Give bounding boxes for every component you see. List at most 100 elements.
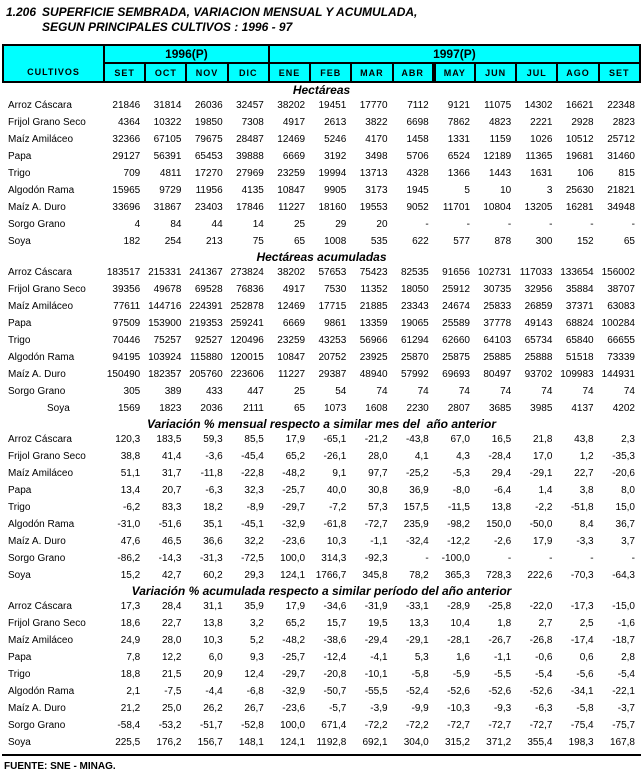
value-cell: 18,8 xyxy=(120,669,141,680)
value-cell: -32,9 xyxy=(282,519,306,530)
value-cell: 80497 xyxy=(483,369,512,380)
month-header-cell: SET xyxy=(102,62,147,83)
value-cell: 1026 xyxy=(530,134,553,145)
table-row: Sorgo Grano -86,2 -14,3 -31,3 -72,5 100,0 314,… xyxy=(3,550,640,567)
value-cell: -32,9 xyxy=(282,686,306,697)
value-cell: 100284 xyxy=(601,318,635,329)
crop-label: Arroz Cáscara xyxy=(8,434,72,445)
value-cell: 69693 xyxy=(442,369,470,380)
value-cell: -10,3 xyxy=(447,703,470,714)
value-cell: 60,2 xyxy=(203,570,223,581)
value-cell: 18,6 xyxy=(120,618,141,629)
value-cell: 23259 xyxy=(277,335,306,346)
value-cell: -22,1 xyxy=(612,686,635,697)
crop-label: Maíz A. Duro xyxy=(8,202,66,213)
value-cell: 28,4 xyxy=(161,601,182,612)
value-cell: 49143 xyxy=(524,318,553,329)
crop-label: Soya xyxy=(47,403,70,414)
value-cell: -5,4 xyxy=(617,669,635,680)
table-row: Papa 97509 153900 219353 259241 6669 9861 13359… xyxy=(3,315,640,332)
table-row: Maíz A. Duro 21,2 25,0 26,2 26,7 -23,6 -5,7 -3,… xyxy=(3,700,640,717)
section-heading-row: Variación % mensual respecto a similar m… xyxy=(3,417,640,431)
value-cell: 28,0 xyxy=(161,635,182,646)
crop-label: Trigo xyxy=(8,669,31,680)
crop-label: Maíz A. Duro xyxy=(8,703,66,714)
value-cell: -5,7 xyxy=(329,703,347,714)
value-cell: 73339 xyxy=(607,352,635,363)
value-cell: -92,3 xyxy=(364,553,388,564)
value-cell: -72,7 xyxy=(488,720,512,731)
value-cell: 15,2 xyxy=(120,570,141,581)
value-cell: 74 xyxy=(541,386,553,397)
value-cell: 25589 xyxy=(442,318,470,329)
value-cell: - xyxy=(425,219,429,230)
value-cell: 57,3 xyxy=(368,502,388,513)
value-cell: 20,9 xyxy=(203,669,223,680)
value-cell: 3,2 xyxy=(249,618,264,629)
value-cell: 12469 xyxy=(277,134,306,145)
value-cell: 0,6 xyxy=(579,652,594,663)
month-header-cell: AGO xyxy=(556,62,600,83)
table-row: Maíz Amiláceo 51,1 31,7 -11,8 -22,8 -48,2 9,1 9… xyxy=(3,465,640,482)
value-cell: 2,3 xyxy=(621,434,635,445)
value-cell: 2036 xyxy=(200,403,223,414)
value-cell: 692,1 xyxy=(362,737,388,748)
value-cell: 9861 xyxy=(324,318,347,329)
value-cell: 1159 xyxy=(489,134,512,145)
value-cell: 36,7 xyxy=(615,519,635,530)
value-cell: -52,8 xyxy=(241,720,264,731)
value-cell: 74 xyxy=(623,386,635,397)
value-cell: 11227 xyxy=(278,202,306,213)
value-cell: 25833 xyxy=(483,301,512,312)
month-header-cell: DIC xyxy=(226,62,270,83)
value-cell: 78,2 xyxy=(409,570,429,581)
section-heading: Variación % acumulada respecto a similar… xyxy=(131,584,512,598)
value-cell: 29387 xyxy=(318,369,347,380)
value-cell: 56966 xyxy=(359,335,388,346)
value-cell: 35,9 xyxy=(244,601,264,612)
value-cell: 305 xyxy=(123,386,141,397)
value-cell: -5,4 xyxy=(535,669,553,680)
value-cell: 65,2 xyxy=(285,451,306,462)
value-cell: 92527 xyxy=(194,335,223,346)
value-cell: -26,1 xyxy=(323,451,347,462)
value-cell: -72,2 xyxy=(364,720,388,731)
value-cell: 1331 xyxy=(447,134,470,145)
crop-label: Sorgo Grano xyxy=(8,553,66,564)
value-cell: 57653 xyxy=(318,267,347,278)
value-cell: 5,2 xyxy=(249,635,264,646)
value-cell: 3,8 xyxy=(579,485,594,496)
value-cell: - xyxy=(549,553,553,564)
value-cell: 157,5 xyxy=(403,502,429,513)
value-cell: 19681 xyxy=(565,151,594,162)
value-cell: -1,6 xyxy=(617,618,635,629)
value-cell: 365,3 xyxy=(444,570,470,581)
section-heading-row: Hectáreas acumuladas xyxy=(3,250,640,264)
value-cell: 67105 xyxy=(153,134,182,145)
value-cell: 4 xyxy=(134,219,141,230)
table-row: Frijol Grano Seco 38,8 41,4 -3,6 -45,4 65,2 -2… xyxy=(3,448,640,465)
value-cell: -48,2 xyxy=(282,635,306,646)
value-cell: -5,3 xyxy=(452,468,470,479)
crop-label: Arroz Cáscara xyxy=(8,267,72,278)
value-cell: -2,2 xyxy=(535,502,553,513)
value-cell: 13,3 xyxy=(409,618,429,629)
value-cell: -50,7 xyxy=(323,686,347,697)
value-cell: 69528 xyxy=(194,284,223,295)
value-cell: -29,1 xyxy=(529,468,553,479)
value-cell: 25885 xyxy=(483,352,512,363)
crop-label: Maíz A. Duro xyxy=(8,536,66,547)
crop-label: Soya xyxy=(8,570,31,581)
value-cell: -31,9 xyxy=(364,601,388,612)
value-cell: 1458 xyxy=(406,134,429,145)
value-cell: 65734 xyxy=(524,335,553,346)
table-row: Soya 225,5 176,2 156,7 148,1 124,1 1192,8 692,1… xyxy=(3,734,640,751)
value-cell: 93702 xyxy=(524,369,553,380)
value-cell: -29,4 xyxy=(364,635,388,646)
value-cell: 4917 xyxy=(282,117,306,128)
table-row: Arroz Cáscara 21846 31814 26036 32457 38202 19… xyxy=(3,97,640,114)
table-row: Soya 1569 1823 2036 2111 65 1073 1608 2230 2807 36… xyxy=(3,400,640,417)
crop-label: Frijol Grano Seco xyxy=(8,451,86,462)
value-cell: 254 xyxy=(164,236,182,247)
value-cell: 46,5 xyxy=(161,536,182,547)
